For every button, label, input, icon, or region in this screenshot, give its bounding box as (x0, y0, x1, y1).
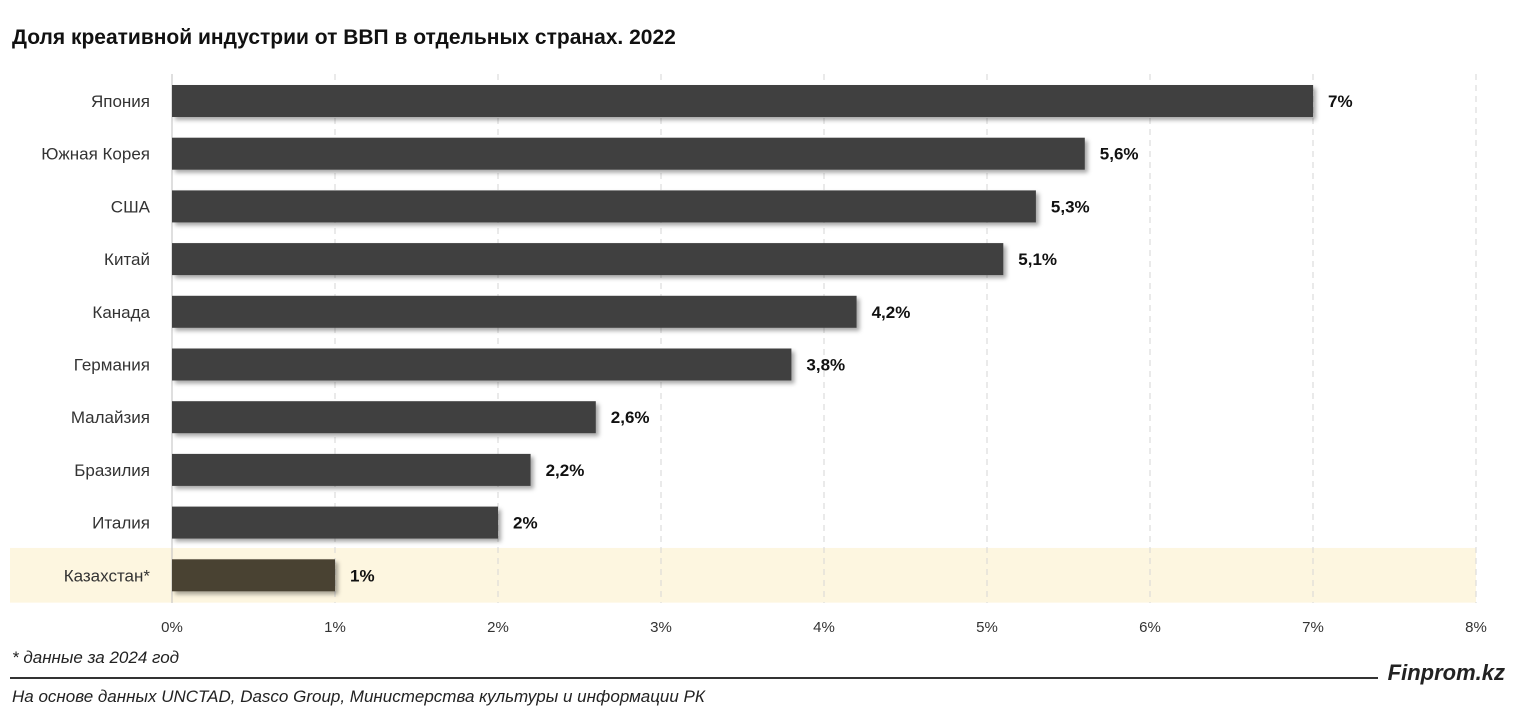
category-label: Канада (92, 303, 150, 322)
category-label: Германия (74, 356, 150, 375)
data-label: 2,2% (546, 461, 585, 480)
data-label: 2,6% (611, 408, 650, 427)
brand-logo: Finprom.kz (1387, 660, 1505, 685)
x-tick-label: 8% (1465, 619, 1487, 636)
data-label: 1% (350, 566, 375, 585)
data-label: 7% (1328, 92, 1353, 111)
source-note: На основе данных UNCTAD, Dasco Group, Ми… (12, 687, 705, 706)
bar (172, 243, 1004, 276)
bar (172, 137, 1085, 170)
bar (172, 453, 531, 486)
category-label: Казахстан* (64, 566, 151, 585)
x-tick-label: 1% (324, 619, 346, 636)
data-label: 5,1% (1018, 250, 1057, 269)
data-label: 4,2% (872, 303, 911, 322)
data-label: 2% (513, 514, 538, 533)
data-label: 3,8% (806, 356, 845, 375)
x-tick-label: 5% (976, 619, 998, 636)
x-tick-label: 3% (650, 619, 672, 636)
category-label: Бразилия (74, 461, 150, 480)
bar (172, 506, 498, 539)
bar (172, 85, 1313, 117)
data-label: 5,3% (1051, 197, 1090, 216)
category-label: Южная Корея (41, 145, 150, 164)
category-label: США (111, 197, 151, 216)
category-label: Япония (91, 92, 150, 111)
bar (172, 348, 792, 381)
category-label: Италия (92, 514, 150, 533)
footer-divider (10, 677, 1378, 679)
x-tick-label: 6% (1139, 619, 1161, 636)
x-tick-label: 4% (813, 619, 835, 636)
x-tick-label: 7% (1302, 619, 1324, 636)
bar (172, 295, 857, 328)
category-label: Малайзия (71, 408, 150, 427)
chart-title: Доля креативной индустрии от ВВП в отдел… (12, 26, 676, 49)
bar (172, 190, 1036, 223)
x-tick-label: 0% (161, 619, 183, 636)
bar (172, 559, 335, 592)
footnote: * данные за 2024 год (12, 648, 180, 667)
data-label: 5,6% (1100, 145, 1139, 164)
x-tick-label: 2% (487, 619, 509, 636)
bar (172, 401, 596, 434)
category-label: Китай (104, 250, 150, 269)
